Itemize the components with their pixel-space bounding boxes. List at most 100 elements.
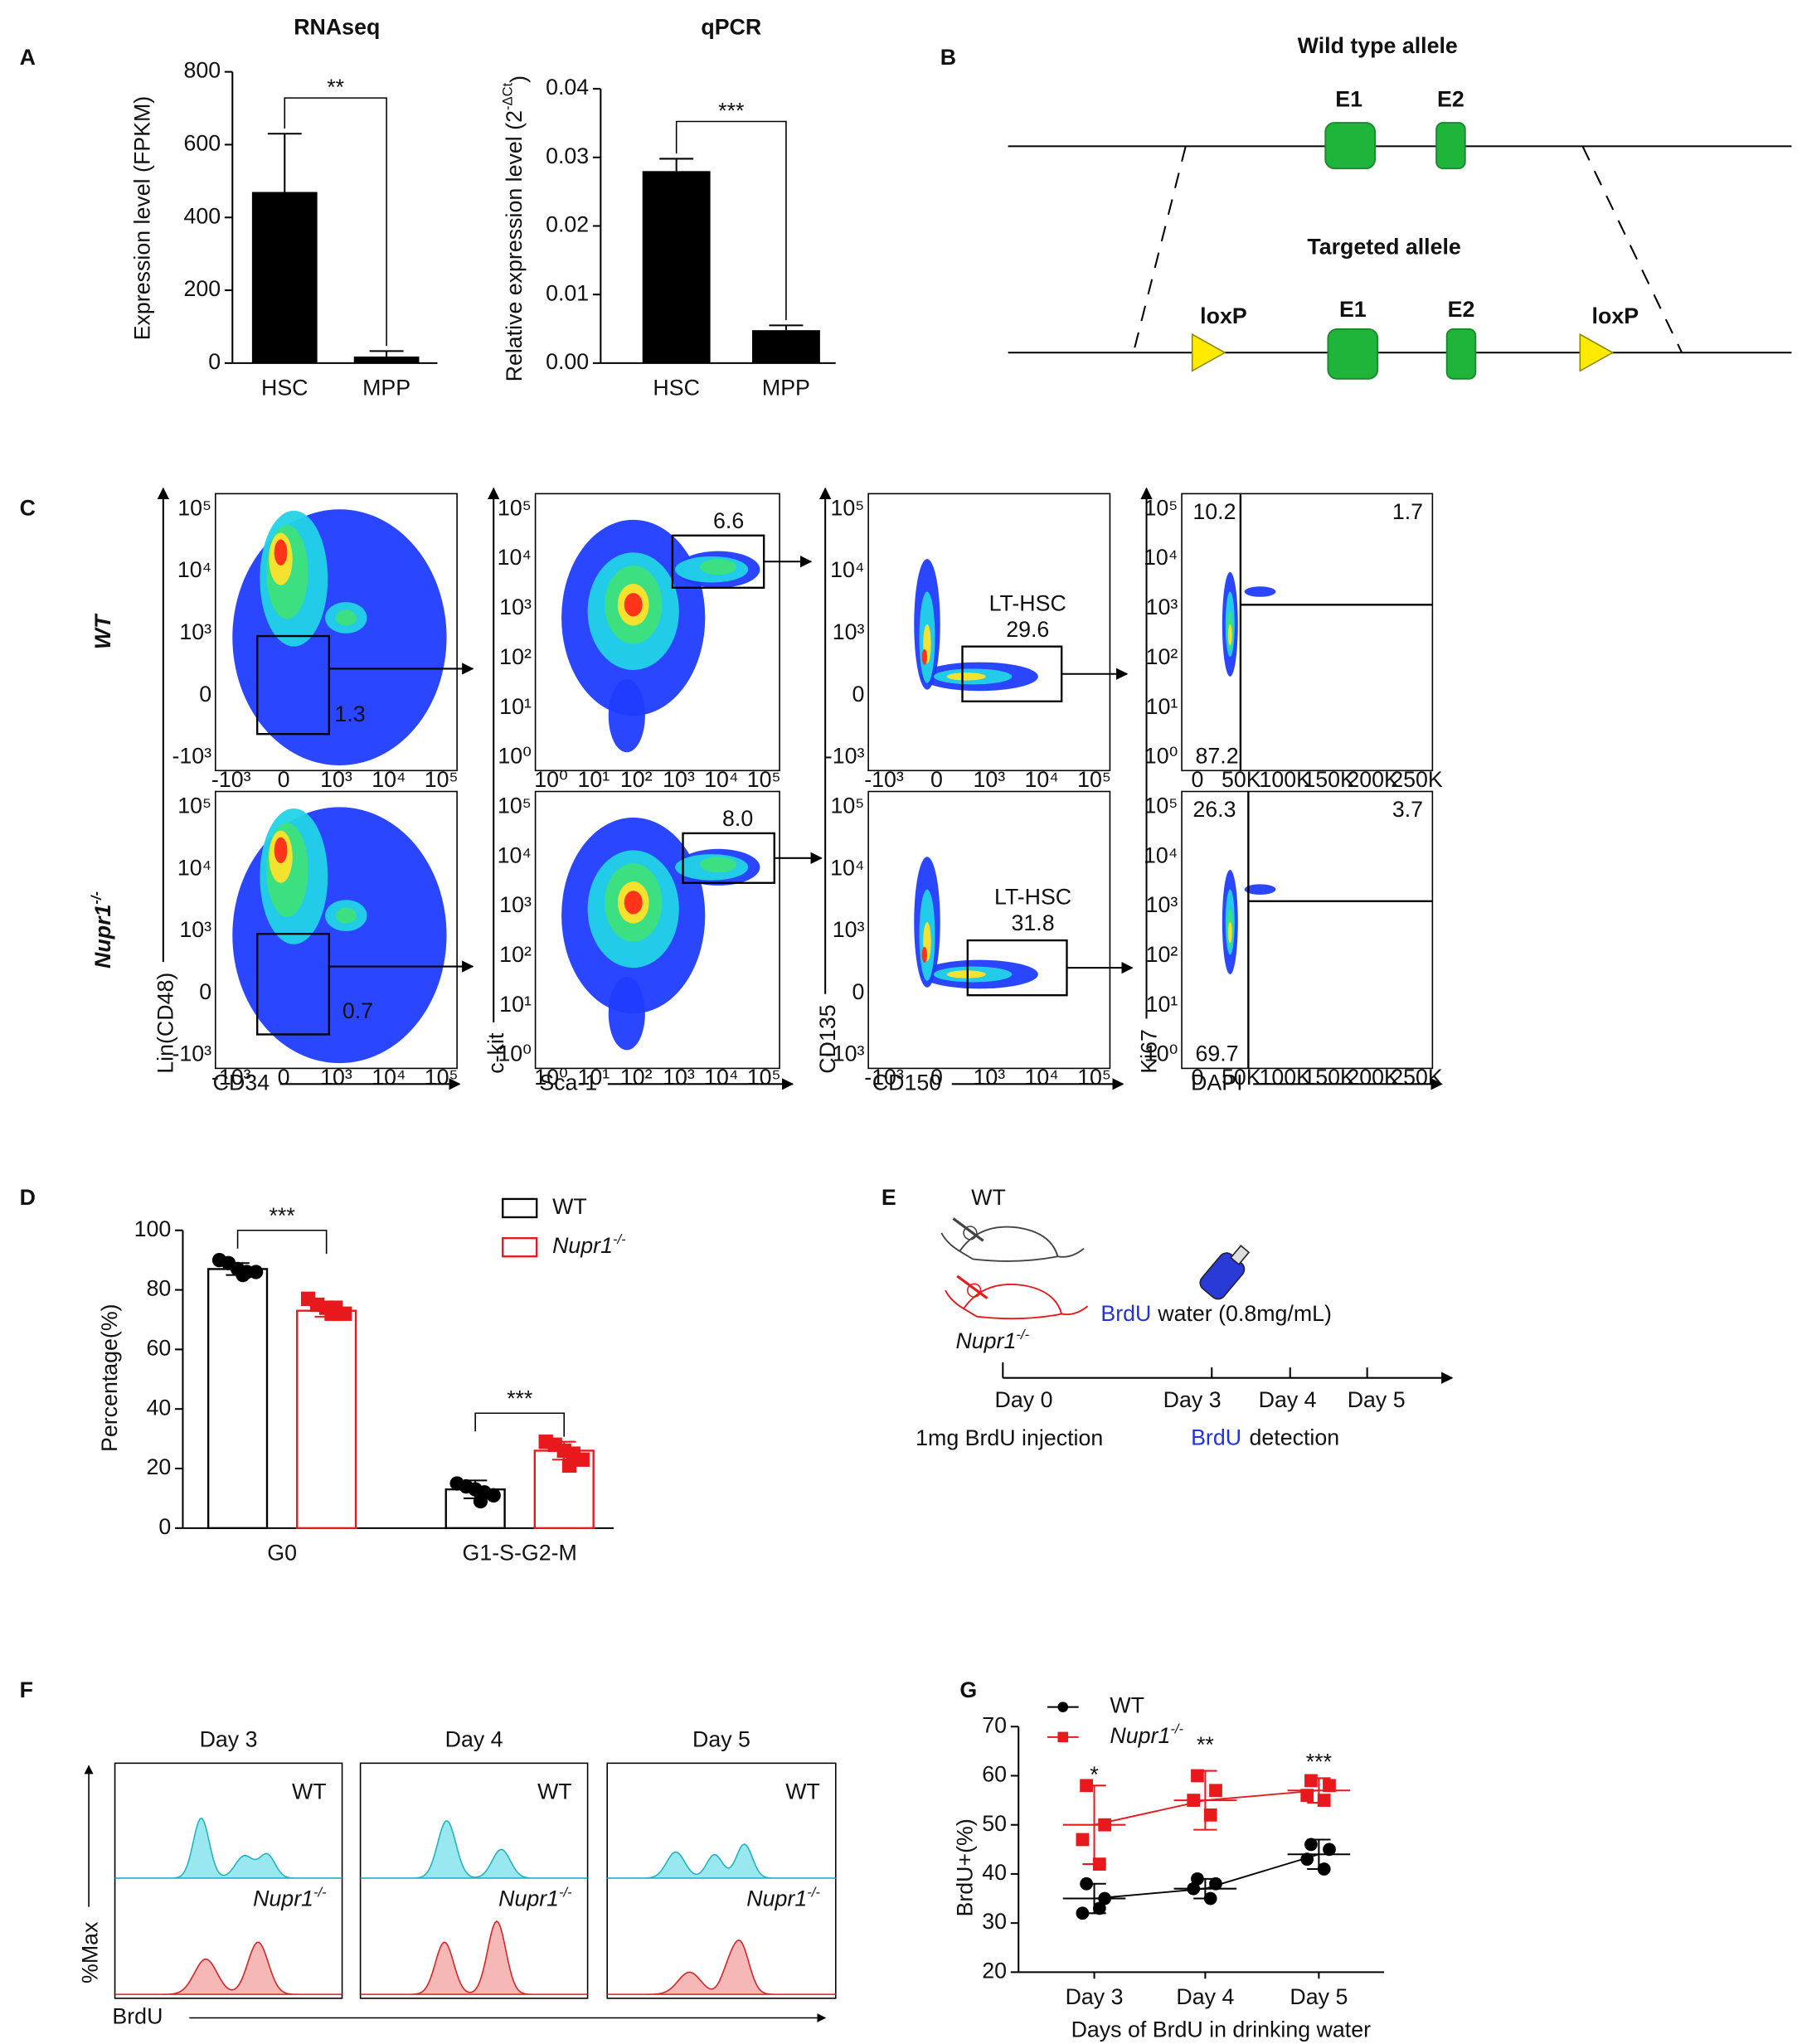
density-cloud <box>700 559 737 575</box>
gate-value: 29.6 <box>1006 617 1049 642</box>
x-tick-label: Day 4 <box>1176 1984 1234 2009</box>
flow-tick-label: 10² <box>499 644 532 669</box>
flow-tick-label: 10⁴ <box>1025 1065 1059 1090</box>
flow-tick-label: 10⁵ <box>1077 1065 1111 1090</box>
histogram-label: WT <box>537 1779 572 1804</box>
panel-label: G <box>959 1677 977 1702</box>
data-point <box>1076 1833 1090 1847</box>
flow-tick-label: -10³ <box>211 1065 251 1090</box>
data-point <box>1209 1784 1222 1798</box>
histogram-title: Day 3 <box>200 1727 258 1752</box>
x-axis-label: BrdU <box>112 2004 163 2029</box>
panel-label: E <box>882 1185 896 1210</box>
mouse-label-main: Nupr1 <box>955 1328 1016 1353</box>
histogram-frame <box>606 1762 837 1999</box>
y-axis-label: Ki67 <box>1136 1029 1161 1074</box>
flow-tick-label: 10⁵ <box>1144 793 1178 818</box>
targeted-label: loxP <box>1200 303 1247 328</box>
bar <box>353 356 420 363</box>
panel-label: D <box>20 1185 36 1210</box>
x-tick-label: Day 3 <box>1066 1984 1124 2009</box>
y-tick-label: 800 <box>183 58 221 83</box>
data-point <box>1092 1857 1106 1871</box>
row-label: WT <box>90 613 115 649</box>
panel-label: A <box>20 45 36 70</box>
gate <box>256 634 330 736</box>
histogram <box>114 1817 342 1879</box>
allele-title: Targeted allele <box>1307 234 1460 259</box>
data-point <box>1098 1891 1112 1906</box>
density-cloud <box>608 977 645 1051</box>
density-cloud <box>921 648 927 665</box>
data-point <box>1187 1794 1201 1807</box>
flow-tick-label: 100K <box>1260 1065 1312 1090</box>
data-point <box>1304 1774 1318 1788</box>
x-tick-label: G1-S-G2-M <box>463 1540 577 1565</box>
significance: *** <box>507 1386 532 1411</box>
legend-label: Nupr1-/- <box>552 1231 626 1258</box>
syringe <box>956 1274 988 1299</box>
water-brdu: BrdU <box>1100 1301 1151 1326</box>
flow-tick-label: 10⁵ <box>1144 495 1178 520</box>
mouse-drawing <box>945 1284 1089 1320</box>
injection-label: 1mg BrdU injection <box>916 1425 1103 1450</box>
flow-tick-label: 10⁵ <box>177 495 211 520</box>
gate-value: 31.8 <box>1011 910 1054 935</box>
quadrant-value: 1.7 <box>1392 499 1423 524</box>
bar <box>251 192 318 363</box>
exon-label: E2 <box>1437 86 1464 111</box>
flow-tick-label: -10³ <box>172 744 211 769</box>
flow-tick-label: 250K <box>1391 1065 1443 1090</box>
flow-tick-label: 0 <box>1191 1065 1203 1090</box>
legend-label: WT <box>552 1194 587 1219</box>
y-tick-label: 60 <box>982 1762 1007 1787</box>
flow-tick-label: 10⁵ <box>747 1065 781 1090</box>
flow-tick-label: 0 <box>930 767 943 792</box>
density-cloud <box>624 891 643 915</box>
y-axis-label: c-kit <box>483 1032 508 1074</box>
water-bottle-cap <box>1230 1245 1251 1265</box>
histogram-label: Nupr1-/- <box>498 1885 572 1911</box>
data-point <box>1098 1818 1112 1832</box>
flow-tick-label: 10¹ <box>499 694 532 719</box>
row-label: Nupr1-/- <box>89 891 115 968</box>
x-tick-label: MPP <box>762 375 810 400</box>
detection-brdu: BrdU <box>1191 1425 1241 1450</box>
data-point <box>338 1306 352 1321</box>
data-point <box>1057 1731 1069 1743</box>
flow-tick-label: 10³ <box>1146 595 1178 619</box>
flow-tick-label: 10⁴ <box>1144 842 1178 867</box>
exon <box>1324 122 1377 170</box>
flow-plot-frame <box>867 493 1111 772</box>
y-tick-label: 0.02 <box>546 212 589 237</box>
density-cloud <box>946 672 986 681</box>
flow-tick-label: 10² <box>499 942 532 967</box>
flow-tick-label: 10³ <box>1146 892 1178 917</box>
legend-swatch <box>502 1197 538 1219</box>
flow-tick-label: 10⁴ <box>498 842 532 867</box>
flow-tick-label: 10³ <box>499 892 532 917</box>
significance: ** <box>327 75 344 100</box>
flow-tick-label: 10³ <box>973 767 1005 792</box>
flow-tick-label: 10⁴ <box>177 557 211 582</box>
flow-tick-label: 50K <box>1222 1065 1261 1090</box>
data-point <box>1203 1891 1217 1906</box>
flow-tick-label: 10⁰ <box>498 1041 532 1066</box>
loxp-site <box>1579 333 1615 372</box>
flow-tick-label: 150K <box>1303 1065 1355 1090</box>
homology-line <box>1581 145 1683 353</box>
y-tick-label: 30 <box>982 1909 1007 1934</box>
targeted-label: E2 <box>1448 297 1475 322</box>
density-cloud <box>335 907 357 924</box>
y-tick-label: 50 <box>982 1811 1007 1836</box>
x-tick-label: Day 5 <box>1290 1984 1348 2009</box>
flow-tick-label: 250K <box>1391 767 1443 792</box>
flow-tick-label: 10⁴ <box>372 767 406 792</box>
gate-value: 1.3 <box>334 702 365 726</box>
data-point <box>1203 1808 1217 1822</box>
histogram <box>360 1820 588 1879</box>
data-point <box>1057 1702 1069 1712</box>
gate-value: 8.0 <box>722 806 753 831</box>
data-point <box>561 1458 577 1474</box>
